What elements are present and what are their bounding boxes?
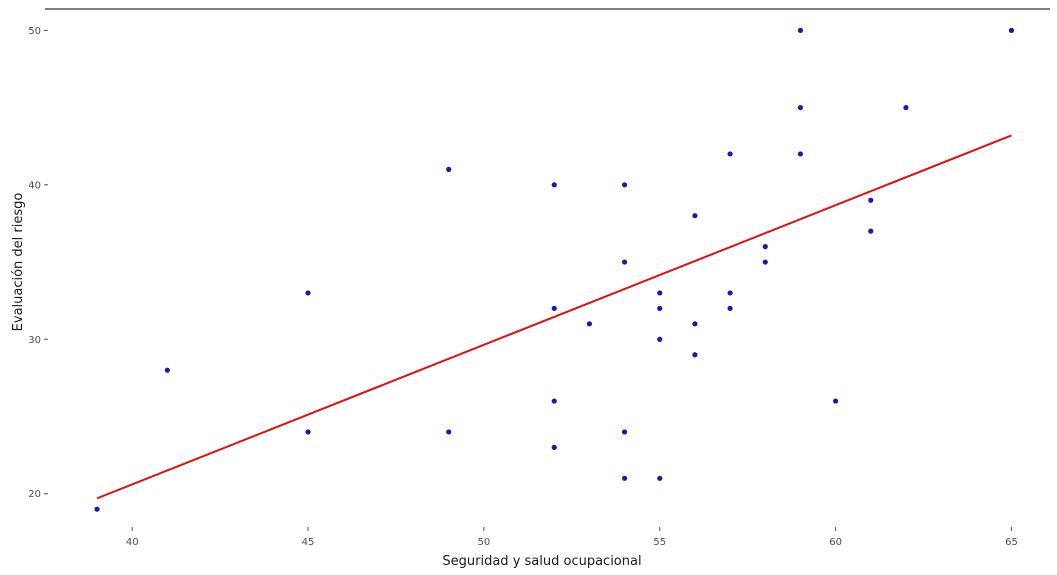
data-point bbox=[762, 259, 768, 265]
data-point bbox=[692, 352, 698, 358]
data-point bbox=[446, 429, 452, 435]
x-tick-label: 60 bbox=[829, 537, 842, 548]
data-point bbox=[903, 104, 909, 111]
x-tick-label: 50 bbox=[478, 537, 491, 548]
data-point bbox=[797, 27, 804, 33]
x-tick-label: 65 bbox=[1005, 537, 1018, 548]
data-point bbox=[868, 197, 874, 203]
data-point bbox=[657, 336, 663, 342]
data-point bbox=[727, 290, 733, 296]
x-axis: 40 45 50 55 60 65 bbox=[126, 527, 1018, 548]
data-point bbox=[762, 244, 768, 250]
data-point bbox=[621, 182, 628, 188]
x-tick-label: 55 bbox=[653, 537, 666, 548]
points-layer bbox=[94, 27, 1015, 512]
data-point bbox=[446, 166, 452, 172]
data-point bbox=[797, 151, 804, 157]
y-tick-label: 50 bbox=[28, 26, 41, 37]
regression-line bbox=[96, 134, 1012, 500]
x-tick-label: 45 bbox=[302, 537, 315, 548]
data-point bbox=[621, 429, 628, 435]
data-point bbox=[305, 429, 311, 435]
data-point bbox=[551, 182, 557, 188]
regression-layer bbox=[96, 134, 1012, 500]
data-point bbox=[164, 367, 170, 373]
data-point bbox=[692, 321, 698, 327]
data-point bbox=[797, 104, 804, 111]
x-tick-label: 40 bbox=[126, 537, 139, 548]
data-point bbox=[657, 305, 663, 311]
data-point bbox=[586, 321, 593, 327]
data-point bbox=[657, 475, 663, 481]
data-point bbox=[551, 398, 557, 404]
y-tick-label: 40 bbox=[28, 180, 41, 191]
data-point bbox=[305, 290, 311, 296]
data-point bbox=[551, 305, 557, 311]
data-point bbox=[621, 259, 628, 265]
data-point bbox=[551, 444, 557, 451]
data-point bbox=[727, 305, 733, 311]
x-axis-title: Seguridad y salud ocupacional bbox=[442, 554, 641, 569]
data-point bbox=[94, 506, 100, 512]
y-tick-label: 30 bbox=[28, 335, 41, 346]
y-axis-title: Evaluación del riesgo bbox=[11, 193, 26, 332]
data-point bbox=[868, 228, 874, 234]
data-point bbox=[727, 151, 733, 157]
data-point bbox=[621, 475, 628, 481]
data-point bbox=[1008, 27, 1015, 33]
data-point bbox=[692, 213, 698, 219]
data-point bbox=[833, 398, 839, 404]
y-axis: 20 30 40 50 bbox=[28, 26, 48, 500]
y-tick-label: 20 bbox=[28, 489, 41, 500]
data-point bbox=[657, 290, 663, 296]
